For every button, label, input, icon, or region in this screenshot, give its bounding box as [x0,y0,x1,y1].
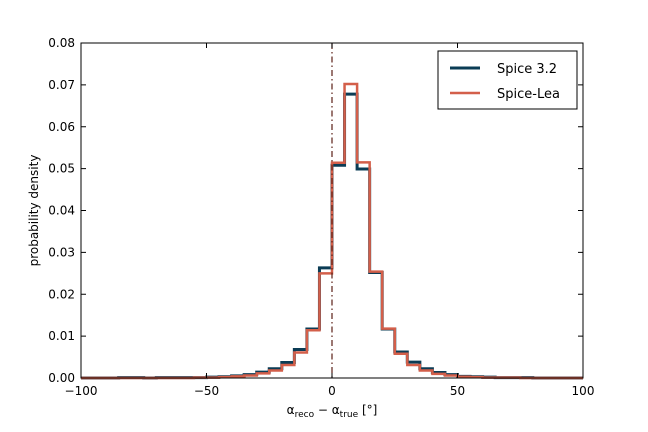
x-tick-label: 50 [450,384,465,398]
y-tick-label: 0.08 [48,36,75,50]
ticks-layer: −100 −50 0 50 100 0.00 0.01 0.02 0.03 0.04 0.05 0.0… [48,36,594,398]
y-tick-label: 0.07 [48,78,75,92]
y-tick-label: 0.05 [48,162,75,176]
legend-label: Spice-Lea [497,87,560,102]
x-axis-label: αreco − αtrue [°] [287,403,378,420]
y-tick-label: 0.04 [48,204,75,218]
y-tick-label: 0.01 [48,329,75,343]
x-tick-label: −50 [194,384,219,398]
x-tick-label: 100 [572,384,595,398]
y-tick-label: 0.00 [48,371,75,385]
x-tick-label: −100 [65,384,98,398]
y-tick-label: 0.06 [48,120,75,134]
x-tick-label: 0 [328,384,336,398]
y-tick-label: 0.03 [48,245,75,259]
y-tick-label: 0.02 [48,287,75,301]
y-axis-label: probability density [27,155,41,267]
legend: Spice 3.2 Spice-Lea [437,50,578,110]
legend-label: Spice 3.2 [497,62,557,77]
legend-box [437,50,578,110]
